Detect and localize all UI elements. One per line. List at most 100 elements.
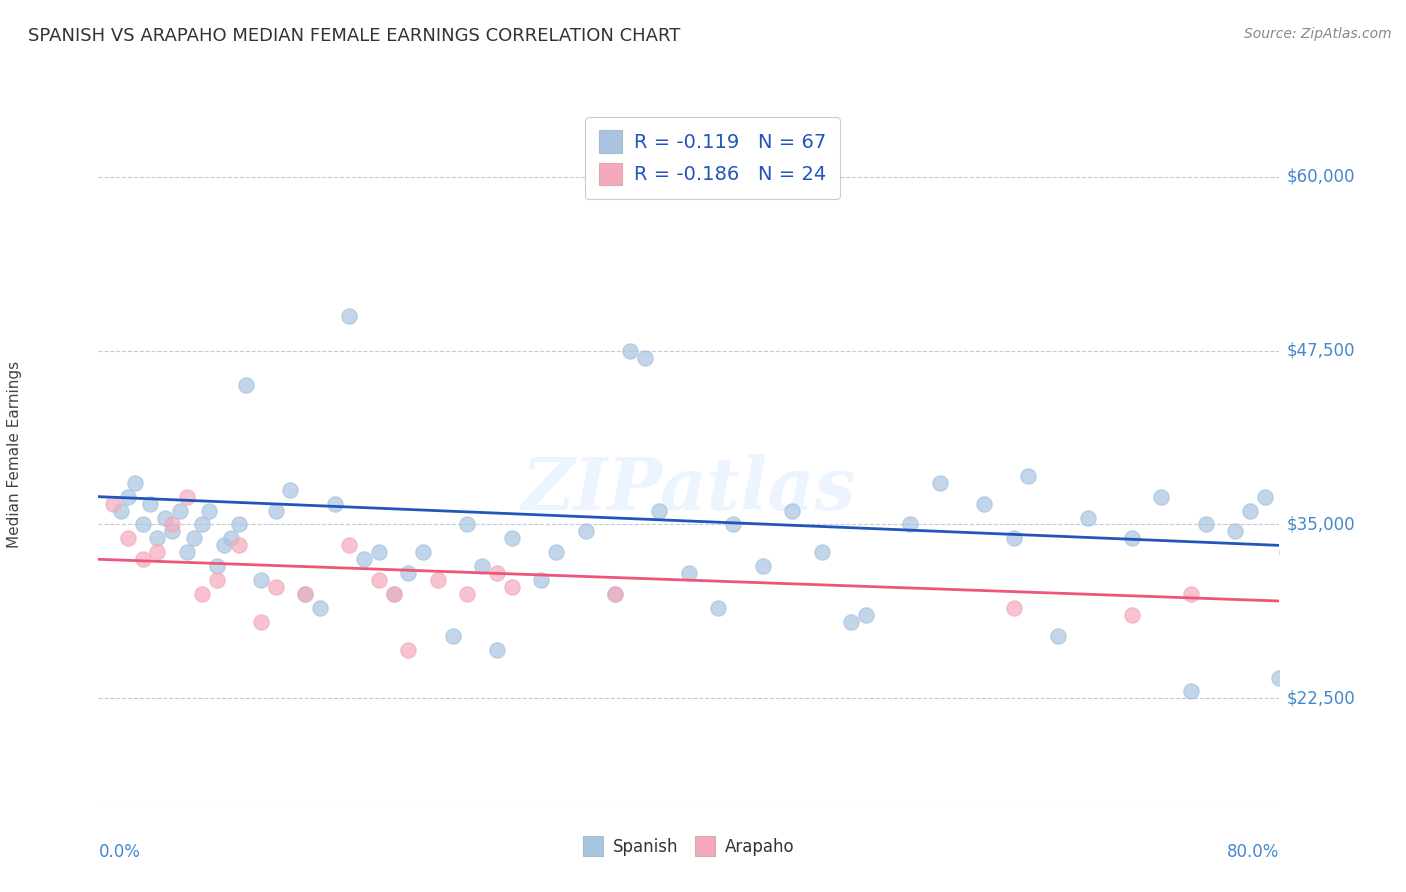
Point bbox=[153, 510, 176, 524]
Point bbox=[471, 559, 494, 574]
Point bbox=[782, 503, 804, 517]
Point bbox=[264, 503, 287, 517]
Point bbox=[219, 532, 243, 546]
Point bbox=[928, 475, 950, 490]
Point bbox=[751, 559, 773, 574]
Point bbox=[1077, 510, 1099, 524]
Text: SPANISH VS ARAPAHO MEDIAN FEMALE EARNINGS CORRELATION CHART: SPANISH VS ARAPAHO MEDIAN FEMALE EARNING… bbox=[28, 27, 681, 45]
Point bbox=[396, 566, 419, 581]
Point bbox=[605, 587, 627, 601]
Point bbox=[162, 517, 183, 532]
Point bbox=[191, 587, 214, 601]
Point bbox=[309, 601, 332, 615]
Point bbox=[574, 524, 596, 539]
Text: Median Female Earnings: Median Female Earnings bbox=[7, 361, 21, 549]
Text: $60,000: $60,000 bbox=[1286, 168, 1355, 186]
Point bbox=[110, 503, 132, 517]
Point bbox=[486, 642, 509, 657]
Point bbox=[353, 552, 375, 566]
Point bbox=[648, 503, 671, 517]
Point bbox=[1223, 524, 1246, 539]
Point bbox=[707, 601, 730, 615]
Text: $47,500: $47,500 bbox=[1286, 342, 1355, 359]
Point bbox=[605, 587, 627, 601]
Point bbox=[205, 559, 228, 574]
Point bbox=[382, 587, 405, 601]
Point bbox=[1282, 677, 1305, 691]
Point bbox=[205, 573, 228, 587]
Point bbox=[146, 545, 169, 559]
Text: $22,500: $22,500 bbox=[1286, 690, 1355, 707]
Point bbox=[1150, 490, 1173, 504]
Point bbox=[501, 580, 523, 594]
Point bbox=[169, 503, 191, 517]
Point bbox=[1275, 545, 1298, 559]
Point bbox=[250, 615, 273, 629]
Point bbox=[1268, 671, 1291, 685]
Point bbox=[368, 545, 391, 559]
Point bbox=[132, 552, 155, 566]
Point bbox=[530, 573, 553, 587]
Point bbox=[678, 566, 700, 581]
Point bbox=[1239, 503, 1261, 517]
Point bbox=[337, 309, 360, 323]
Point bbox=[1046, 629, 1069, 643]
Point bbox=[427, 573, 450, 587]
Point bbox=[1195, 517, 1218, 532]
Text: ZIPatlas: ZIPatlas bbox=[522, 454, 856, 525]
Point bbox=[162, 524, 183, 539]
Text: 80.0%: 80.0% bbox=[1227, 843, 1279, 861]
Text: Source: ZipAtlas.com: Source: ZipAtlas.com bbox=[1244, 27, 1392, 41]
Point bbox=[132, 517, 155, 532]
Point bbox=[1180, 587, 1202, 601]
Point bbox=[183, 532, 205, 546]
Point bbox=[264, 580, 287, 594]
Point bbox=[235, 378, 257, 392]
Legend: Spanish, Arapaho: Spanish, Arapaho bbox=[575, 828, 803, 864]
Point bbox=[973, 497, 995, 511]
Point bbox=[124, 475, 146, 490]
Point bbox=[228, 538, 250, 552]
Point bbox=[176, 545, 198, 559]
Point bbox=[810, 545, 832, 559]
Point bbox=[323, 497, 346, 511]
Point bbox=[633, 351, 655, 365]
Point bbox=[139, 497, 162, 511]
Point bbox=[1002, 532, 1025, 546]
Point bbox=[546, 545, 568, 559]
Point bbox=[250, 573, 273, 587]
Point bbox=[839, 615, 862, 629]
Point bbox=[103, 497, 125, 511]
Point bbox=[368, 573, 391, 587]
Point bbox=[191, 517, 214, 532]
Point bbox=[294, 587, 316, 601]
Point bbox=[1017, 468, 1039, 483]
Point bbox=[176, 490, 198, 504]
Point bbox=[619, 343, 641, 358]
Point bbox=[382, 587, 405, 601]
Point bbox=[1002, 601, 1025, 615]
Point bbox=[212, 538, 235, 552]
Point bbox=[146, 532, 169, 546]
Point bbox=[456, 517, 478, 532]
Text: 0.0%: 0.0% bbox=[98, 843, 141, 861]
Point bbox=[1180, 684, 1202, 698]
Point bbox=[294, 587, 316, 601]
Point bbox=[855, 607, 877, 622]
Point bbox=[1254, 490, 1277, 504]
Point bbox=[456, 587, 478, 601]
Point bbox=[198, 503, 221, 517]
Point bbox=[278, 483, 302, 497]
Point bbox=[486, 566, 509, 581]
Point bbox=[228, 517, 250, 532]
Point bbox=[501, 532, 523, 546]
Text: $35,000: $35,000 bbox=[1286, 516, 1355, 533]
Point bbox=[723, 517, 745, 532]
Point bbox=[117, 532, 139, 546]
Point bbox=[441, 629, 464, 643]
Point bbox=[117, 490, 139, 504]
Point bbox=[412, 545, 434, 559]
Point bbox=[337, 538, 360, 552]
Point bbox=[396, 642, 419, 657]
Point bbox=[900, 517, 922, 532]
